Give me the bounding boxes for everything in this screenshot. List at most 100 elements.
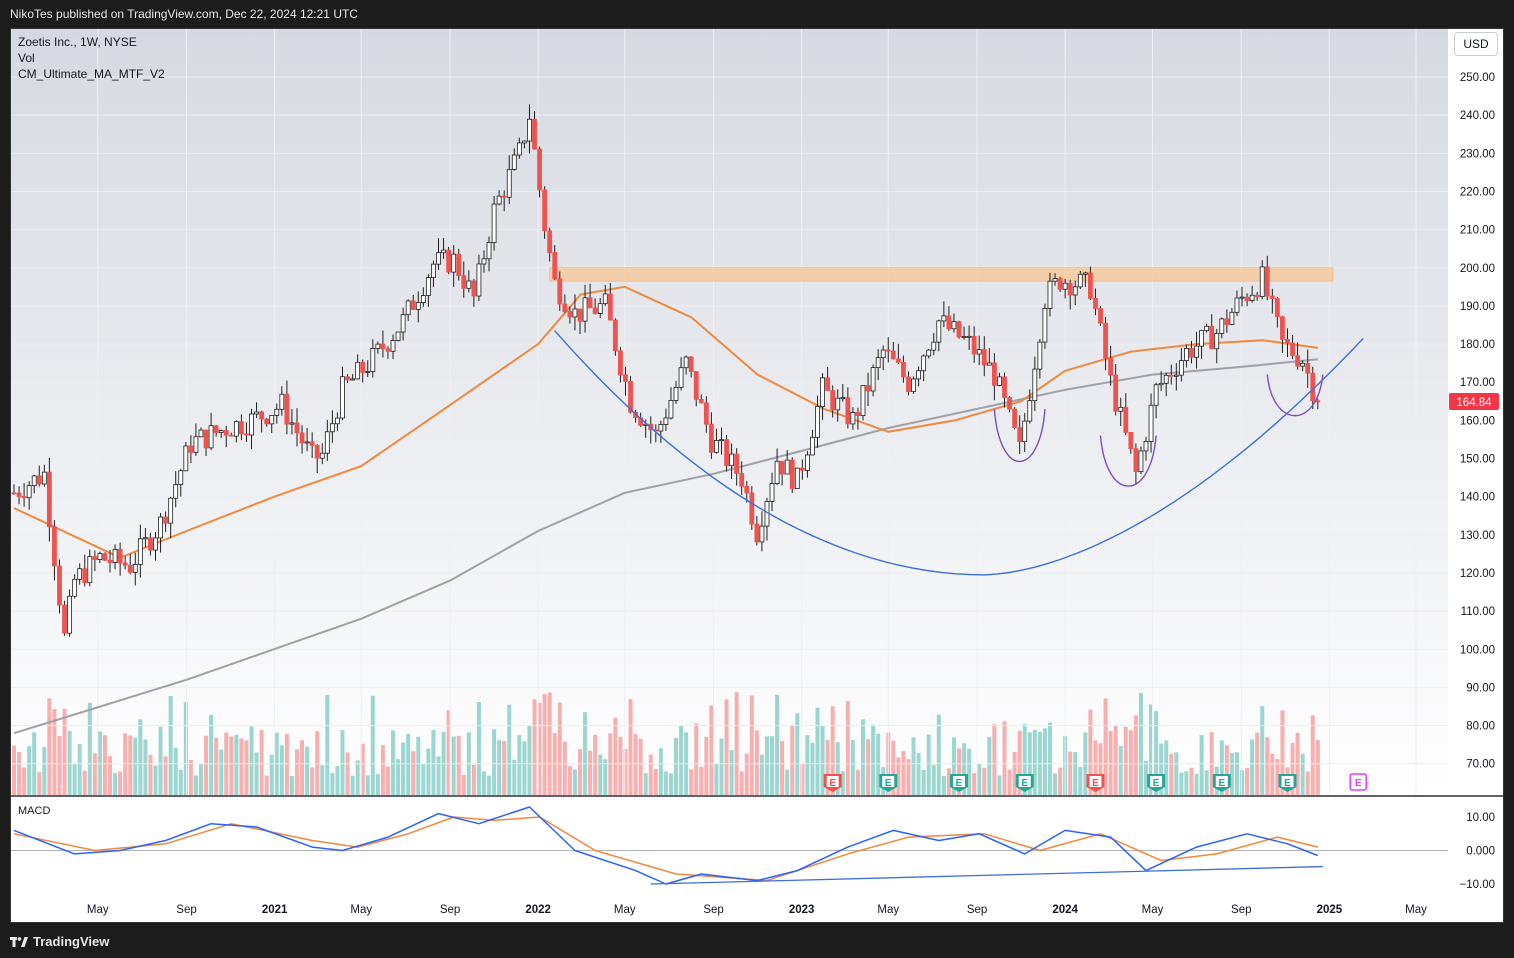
- volume-bar: [47, 698, 52, 795]
- volume-bar: [1154, 711, 1159, 795]
- price-tick-label: 120.00: [1460, 568, 1495, 580]
- candle: [496, 190, 502, 206]
- candle: [188, 435, 194, 464]
- price-tick-label: 70.00: [1466, 759, 1495, 771]
- candle-body: [390, 340, 396, 352]
- tradingview-logo[interactable]: TradingView: [10, 934, 109, 949]
- cup-curve[interactable]: [554, 330, 1364, 576]
- handle-curve[interactable]: [993, 408, 1046, 463]
- candle: [11, 484, 17, 495]
- volume-bar: [709, 705, 714, 795]
- candle-body: [122, 562, 128, 566]
- macd-layer: 10.00 0.000 −10.00: [11, 806, 1495, 891]
- candle-body: [107, 559, 113, 563]
- earnings-marker[interactable]: E: [879, 774, 898, 792]
- earnings-marker[interactable]: E: [823, 774, 842, 792]
- earnings-marker[interactable]: E: [1086, 774, 1105, 792]
- candle: [102, 552, 108, 562]
- macd-trendline[interactable]: [650, 865, 1323, 885]
- earnings-marker[interactable]: E: [1212, 774, 1231, 792]
- candle-body: [1088, 272, 1093, 299]
- candle-body: [1138, 450, 1144, 473]
- candle: [971, 326, 977, 363]
- earnings-marker[interactable]: E: [1147, 774, 1166, 792]
- handle-curve[interactable]: [1266, 374, 1324, 417]
- candle-body: [173, 484, 179, 499]
- volume-bar: [1189, 767, 1194, 795]
- candle: [506, 155, 512, 205]
- candle-body: [1189, 348, 1194, 358]
- earnings-marker[interactable]: E: [1349, 773, 1367, 791]
- candle: [542, 186, 548, 239]
- price-tick-label: 210.00: [1460, 225, 1495, 237]
- volume-bar: [542, 694, 547, 795]
- main-pane-background: [11, 29, 1448, 795]
- volume-bar: [517, 735, 522, 795]
- earnings-marker-label: E: [956, 778, 963, 789]
- candle-body: [1057, 278, 1063, 290]
- candle-body: [441, 249, 446, 254]
- volume-bar: [27, 746, 32, 795]
- candle-body: [1037, 341, 1043, 370]
- candle-body: [188, 445, 194, 453]
- volume-bar: [1270, 753, 1275, 795]
- earnings-marker[interactable]: E: [1278, 774, 1297, 792]
- symbol-line[interactable]: Zoetis Inc., 1W, NYSE: [18, 35, 137, 49]
- price-axis[interactable]: 250.00 240.00 230.00 220.00 210.00 200.00 190.…: [1460, 72, 1495, 771]
- candle: [294, 408, 300, 447]
- candle: [976, 335, 982, 366]
- candle: [789, 457, 795, 494]
- candle: [779, 460, 785, 486]
- candle: [254, 402, 259, 419]
- indicator-label[interactable]: CM_Ultimate_MA_MTF_V2: [18, 67, 165, 81]
- candle: [911, 376, 916, 394]
- candle: [693, 371, 699, 407]
- candle-body: [431, 263, 436, 279]
- volume-bar: [1088, 709, 1093, 795]
- macd-label[interactable]: MACD: [18, 805, 51, 817]
- candle: [597, 298, 603, 319]
- candle-body: [228, 434, 234, 437]
- candle-body: [1209, 325, 1215, 350]
- candle: [400, 307, 406, 341]
- volume-bar: [1265, 737, 1270, 795]
- candle-body: [734, 453, 740, 474]
- handle-curve[interactable]: [1099, 435, 1157, 487]
- candle-body: [208, 425, 214, 449]
- candle: [799, 459, 805, 480]
- volume-bar: [623, 749, 628, 795]
- candle-body: [345, 376, 350, 381]
- earnings-marker[interactable]: E: [950, 774, 969, 792]
- earnings-marker-inner: [1215, 776, 1228, 787]
- candle: [1052, 273, 1058, 286]
- candle: [890, 342, 896, 360]
- candle-body: [1244, 296, 1250, 301]
- volume-bar: [173, 747, 178, 795]
- candle: [1012, 407, 1018, 430]
- earnings-marker[interactable]: E: [1015, 774, 1034, 792]
- earnings-marker-label: E: [1021, 778, 1028, 789]
- candle: [926, 349, 932, 359]
- candle: [1184, 344, 1189, 368]
- volume-bar: [1032, 729, 1037, 795]
- time-tick-label: May: [1405, 904, 1427, 916]
- volume-bar: [325, 694, 330, 795]
- volume-bar: [183, 702, 188, 795]
- volume-bar: [269, 754, 274, 795]
- candle-body: [1153, 384, 1159, 406]
- resistance-zone[interactable]: [549, 267, 1334, 282]
- candle-body: [1224, 318, 1230, 325]
- volume-label[interactable]: Vol: [18, 51, 35, 65]
- volume-bar: [1073, 752, 1078, 795]
- price-tick-label: 190.00: [1460, 301, 1495, 313]
- time-axis[interactable]: May Sep 2021 May Sep 2022 May Sep 2023 May Sep 2024…: [87, 904, 1427, 916]
- currency-button[interactable]: USD: [1454, 32, 1498, 56]
- volume-bar: [1280, 710, 1285, 795]
- candle-body: [693, 371, 699, 400]
- candle: [1037, 338, 1043, 379]
- volume-bar: [239, 738, 244, 795]
- candle: [1269, 288, 1275, 314]
- volume-bar: [795, 713, 800, 795]
